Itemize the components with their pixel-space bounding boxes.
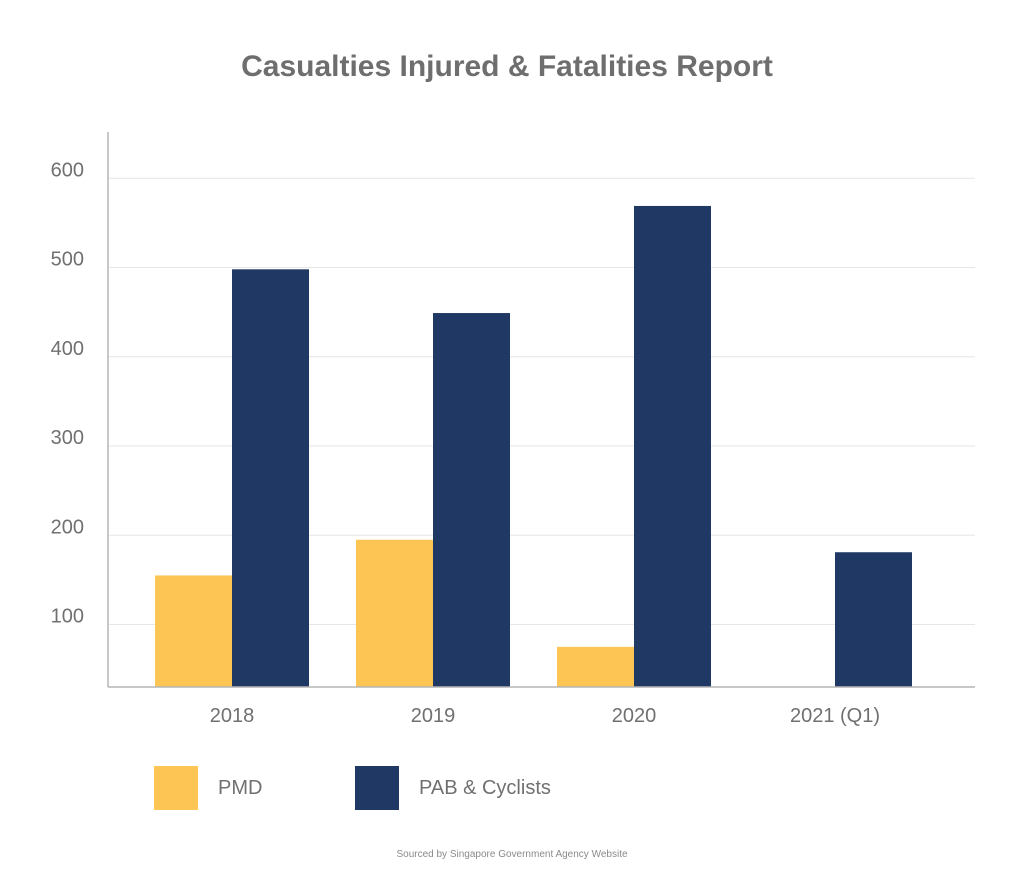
y-tick-label-200: 200 — [51, 516, 84, 538]
y-tick-label-500: 500 — [51, 249, 84, 271]
chart-title: Casualties Injured & Fatalities Report — [241, 50, 773, 83]
x-tick-label-2018: 2018 — [210, 705, 255, 727]
legend-swatch-pab-cyclists — [355, 766, 399, 810]
legend-item-pab-cyclists: PAB & Cyclists — [355, 766, 551, 810]
y-tick-label-300: 300 — [51, 427, 84, 449]
y-tick-label-100: 100 — [51, 606, 84, 628]
legend-swatch-pmd — [154, 766, 198, 810]
x-tick-label-2020: 2020 — [612, 705, 657, 727]
legend: PMD PAB & Cyclists — [0, 766, 1024, 814]
bar-pmd-2020 — [557, 646, 634, 687]
bar-pab-cyclists-2020 — [634, 205, 711, 687]
legend-label-pmd: PMD — [218, 776, 263, 799]
bar-pmd-2018 — [155, 575, 232, 687]
legend-label-pab-cyclists: PAB & Cyclists — [419, 776, 551, 799]
bar-pmd-2019 — [356, 539, 433, 687]
bar-chart: 100 200 300 400 500 600 2018 2019 2020 2021 (Q1) — [51, 132, 975, 727]
x-tick-label-2019: 2019 — [411, 705, 456, 727]
y-tick-label-600: 600 — [51, 159, 84, 181]
bar-pab-cyclists-2018 — [232, 269, 309, 687]
bar-pab-cyclists-2019 — [433, 313, 510, 687]
bar-pab-cyclists-2021-q1- — [835, 552, 912, 687]
y-tick-label-400: 400 — [51, 338, 84, 360]
legend-item-pmd: PMD — [154, 766, 262, 810]
x-tick-label-2021-q1-: 2021 (Q1) — [790, 705, 880, 727]
source-note: Sourced by Singapore Government Agency W… — [396, 849, 628, 860]
